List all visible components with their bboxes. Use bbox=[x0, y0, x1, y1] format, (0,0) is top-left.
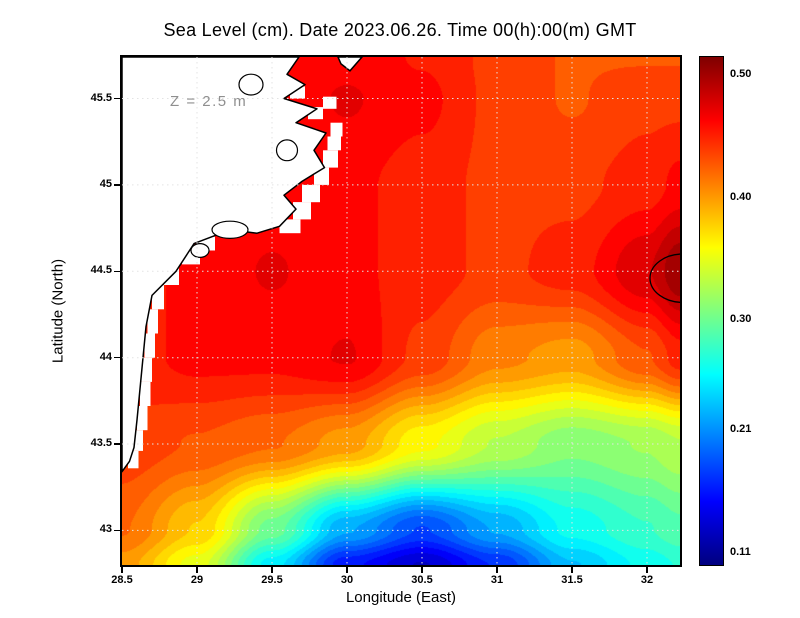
colorbar-tick-label: 0.30 bbox=[730, 313, 752, 326]
lagoon-outline bbox=[211, 220, 249, 239]
land-mask-block bbox=[323, 150, 338, 168]
land-mask-block bbox=[293, 202, 311, 220]
lagoon-outline bbox=[275, 139, 299, 162]
land-mask-block bbox=[327, 136, 341, 151]
y-tick-mark bbox=[114, 270, 120, 272]
y-tick-mark bbox=[114, 356, 120, 359]
land-mask-block bbox=[128, 451, 139, 469]
depth-annotation: Z = 2.5 m bbox=[170, 93, 248, 110]
x-tick-label: 30 bbox=[340, 574, 354, 586]
land-mask-block bbox=[279, 219, 301, 234]
x-tick-mark bbox=[196, 567, 198, 573]
y-tick-mark bbox=[114, 184, 120, 186]
y-tick-label: 45.5 bbox=[90, 91, 112, 104]
x-tick-label: 31.5 bbox=[561, 574, 583, 586]
colorbar-tick-label: 0.40 bbox=[730, 190, 752, 203]
colorbar-tick-label: 0.50 bbox=[730, 68, 752, 81]
land-mask-block bbox=[144, 333, 155, 358]
x-tick-label: 30.5 bbox=[411, 574, 433, 586]
y-tick-mark bbox=[114, 443, 120, 445]
x-tick-label: 29 bbox=[190, 574, 204, 586]
x-tick-mark bbox=[271, 567, 273, 573]
x-tick-mark bbox=[121, 567, 123, 573]
y-tick-label: 43 bbox=[99, 523, 112, 536]
x-tick-label: 29.5 bbox=[261, 574, 283, 586]
land-mask-block bbox=[137, 406, 148, 431]
y-tick-mark bbox=[114, 529, 120, 532]
x-tick-mark bbox=[646, 567, 648, 573]
y-tick-label: 45 bbox=[99, 177, 112, 190]
max-contour-line bbox=[649, 253, 680, 303]
colorbar bbox=[700, 57, 723, 565]
plot-title: Sea Level (cm). Date 2023.06.26. Time 00… bbox=[163, 20, 637, 40]
x-tick-mark bbox=[421, 567, 423, 573]
land-mask-block bbox=[147, 309, 158, 334]
land-mask-block bbox=[323, 96, 337, 109]
y-tick-label: 43.5 bbox=[90, 437, 112, 449]
colorbar-tick-label: 0.11 bbox=[730, 545, 751, 558]
x-axis-label: Longitude (East) bbox=[345, 589, 457, 606]
land-mask-block bbox=[302, 184, 320, 203]
y-tick-mark bbox=[114, 97, 120, 100]
x-tick-mark bbox=[496, 567, 498, 573]
land-mask-block bbox=[140, 381, 151, 406]
map-plot-area: Z = 2.5 m bbox=[120, 55, 682, 567]
x-tick-label: 31 bbox=[490, 574, 504, 586]
x-tick-label: 32 bbox=[640, 574, 654, 586]
land-mask-block bbox=[330, 122, 343, 137]
land-mask-block bbox=[141, 357, 152, 382]
lagoon-outline bbox=[238, 73, 264, 96]
x-tick-mark bbox=[571, 567, 573, 573]
map-overlay bbox=[122, 57, 680, 565]
y-tick-label: 44.5 bbox=[90, 264, 112, 277]
y-tick-label: 44 bbox=[99, 350, 112, 363]
colorbar-tick-label: 0.21 bbox=[730, 423, 752, 436]
land-mask-block bbox=[132, 430, 143, 451]
x-tick-mark bbox=[346, 567, 348, 573]
lagoon-outline bbox=[190, 243, 210, 259]
coastline-land bbox=[122, 57, 327, 473]
coastline-inlet bbox=[337, 57, 363, 72]
x-tick-label: 28.5 bbox=[111, 574, 133, 586]
